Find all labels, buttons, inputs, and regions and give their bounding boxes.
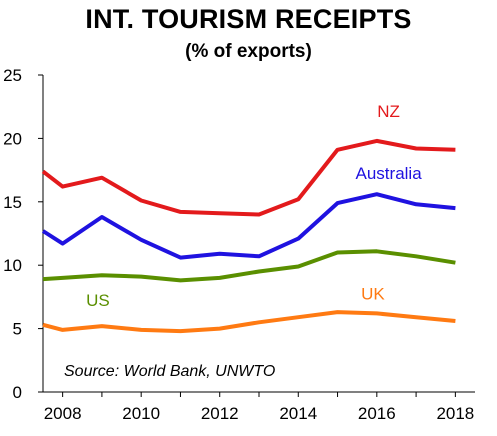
series-line-uk	[42, 310, 456, 334]
x-tick-label: 2008	[44, 404, 82, 423]
x-tick-label: 2010	[122, 404, 160, 423]
y-tick-label: 20	[3, 129, 22, 148]
axes: 0 5 10 15 20 25 2008 2010 2012 2014 2016 2018	[3, 66, 475, 423]
series-label-us: US	[86, 291, 110, 310]
source-annotation: Source: World Bank, UNWTO	[64, 363, 275, 380]
y-tick-label: 10	[3, 256, 22, 275]
x-tick-label: 2014	[279, 404, 317, 423]
x-tick-label: 2016	[358, 404, 396, 423]
series-line-australia	[41, 192, 456, 260]
chart-subtitle: (% of exports)	[185, 41, 312, 62]
series-label-uk: UK	[361, 284, 385, 303]
y-tick-label: 5	[13, 320, 22, 339]
series-label-nz: NZ	[377, 102, 400, 121]
y-tick-label: 15	[3, 193, 22, 212]
series-lines	[41, 138, 456, 334]
series-line-us	[42, 249, 456, 283]
y-tick-label: 0	[13, 383, 22, 402]
series-line-nz	[41, 138, 456, 217]
y-tick-label: 25	[3, 66, 22, 85]
series-labels: NZ Australia US UK	[86, 102, 422, 310]
series-label-australia: Australia	[356, 164, 423, 183]
x-tick-label: 2012	[201, 404, 239, 423]
x-tick-label: 2018	[436, 404, 474, 423]
chart-title: INT. TOURISM RECEIPTS	[85, 4, 412, 34]
